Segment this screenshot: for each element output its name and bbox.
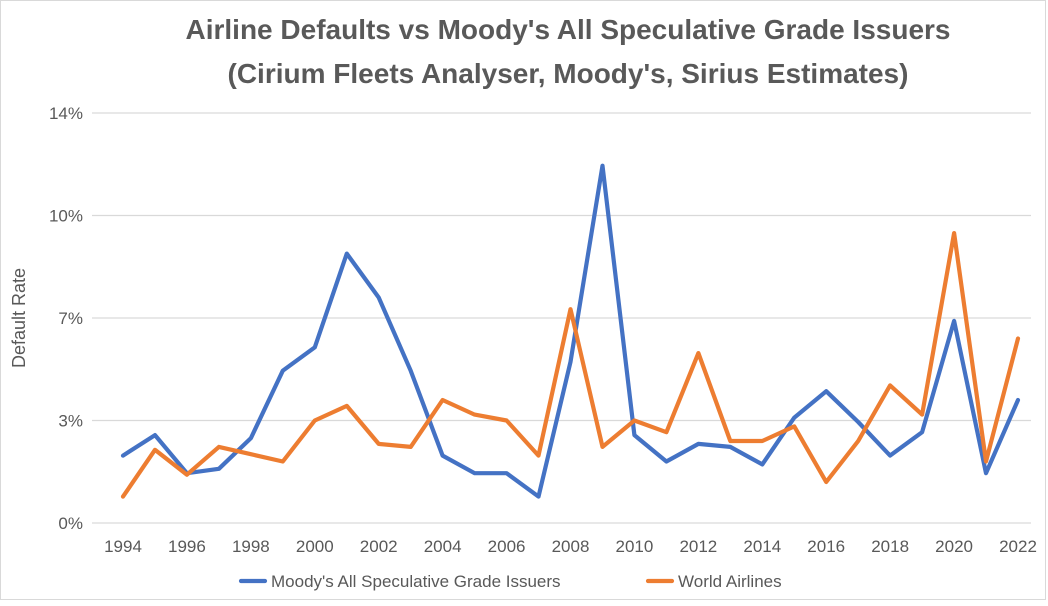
- x-tick-label: 2018: [871, 537, 909, 556]
- x-tick-label: 2000: [296, 537, 334, 556]
- x-tick-label: 2020: [935, 537, 973, 556]
- x-tick-label: 1998: [232, 537, 270, 556]
- chart-subtitle: (Cirium Fleets Analyser, Moody's, Sirius…: [228, 58, 909, 89]
- legend: Moody's All Speculative Grade Issuers Wor…: [238, 572, 782, 591]
- x-tick-label: 2014: [743, 537, 781, 556]
- y-tick-label: 7%: [58, 309, 83, 328]
- x-tick-label: 2004: [424, 537, 462, 556]
- x-tick-label: 2002: [360, 537, 398, 556]
- x-tick-label: 2016: [807, 537, 845, 556]
- gridlines: [92, 112, 1031, 524]
- y-tick-label: 10%: [49, 207, 83, 226]
- x-tick-label: 2010: [616, 537, 654, 556]
- x-tick-label: 2006: [488, 537, 526, 556]
- y-axis-ticks: 0% 3% 7% 10% 14%: [49, 104, 83, 533]
- y-tick-label: 0%: [58, 514, 83, 533]
- y-tick-label: 14%: [49, 104, 83, 123]
- y-tick-label: 3%: [58, 412, 83, 431]
- x-tick-label: 2012: [679, 537, 717, 556]
- y-axis-label: Default Rate: [9, 268, 29, 368]
- chart-title: Airline Defaults vs Moody's All Speculat…: [186, 14, 951, 45]
- series-lines: [120, 163, 1021, 499]
- series-line-world-airlines: [120, 231, 1021, 499]
- x-tick-label: 2022: [999, 537, 1037, 556]
- legend-label: Moody's All Speculative Grade Issuers: [271, 572, 561, 591]
- x-axis-ticks: 1994 1996 1998 2000 2002 2004 2006 2008 2010 2012…: [104, 537, 1037, 556]
- x-tick-label: 1996: [168, 537, 206, 556]
- series-line-moodys: [120, 163, 1021, 499]
- legend-label: World Airlines: [678, 572, 782, 591]
- x-tick-label: 2008: [552, 537, 590, 556]
- x-tick-label: 1994: [104, 537, 142, 556]
